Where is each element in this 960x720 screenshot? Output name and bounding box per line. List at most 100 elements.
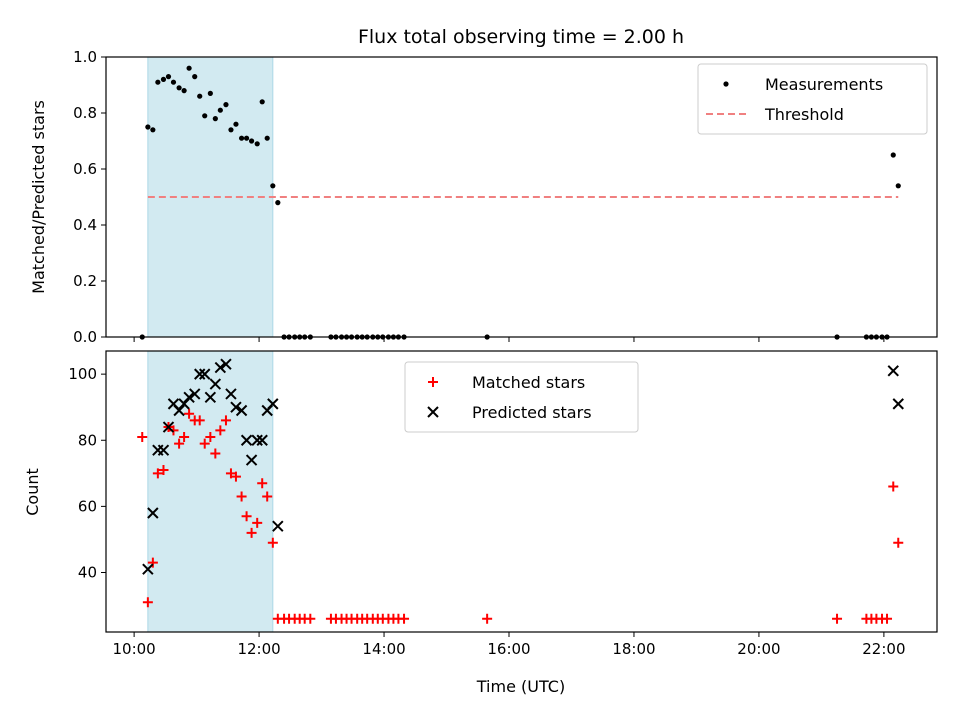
data-point	[238, 135, 245, 141]
data-point	[150, 127, 156, 133]
data-point	[189, 388, 201, 400]
data-point	[248, 138, 255, 144]
data-point	[209, 378, 222, 390]
data-point	[240, 434, 253, 446]
data-point	[482, 613, 493, 624]
data-point	[184, 408, 195, 419]
shaded-interval	[147, 56, 274, 338]
data-point	[230, 471, 241, 482]
data-point	[882, 613, 893, 624]
data-point	[207, 90, 213, 96]
data-point	[305, 613, 316, 624]
data-point	[160, 76, 167, 82]
x-tick-label: 22:00	[862, 640, 905, 658]
legend-swatch	[723, 81, 729, 87]
data-point	[202, 113, 208, 119]
x-tick-label: 18:00	[612, 640, 655, 658]
data-point	[223, 102, 229, 108]
data-point	[259, 99, 265, 105]
data-point	[252, 517, 263, 528]
data-point	[270, 183, 276, 189]
data-point	[199, 438, 210, 449]
data-point	[192, 74, 198, 80]
data-point	[893, 537, 904, 548]
y-tick-label: 0.8	[73, 104, 97, 122]
x-axis-label: Time (UTC)	[476, 677, 565, 696]
data-point	[162, 421, 175, 433]
shaded-interval	[147, 350, 274, 633]
data-point	[892, 398, 904, 410]
data-point	[832, 613, 843, 624]
data-point	[147, 507, 159, 519]
series-matched-stars	[137, 408, 904, 624]
y-tick-label: 100	[68, 365, 97, 383]
x-tick-label: 20:00	[737, 640, 780, 658]
data-point	[215, 425, 226, 436]
y-tick-label: 40	[78, 563, 97, 581]
data-point	[197, 93, 203, 99]
chart-title: Flux total observing time = 2.00 h	[358, 26, 684, 48]
data-point	[194, 415, 205, 426]
data-point	[399, 613, 410, 624]
data-point	[220, 415, 231, 426]
data-point	[183, 391, 195, 403]
y-tick-label: 60	[78, 497, 97, 515]
data-point	[176, 85, 182, 91]
data-point	[890, 152, 896, 158]
legend-label: Measurements	[765, 75, 883, 94]
plot-frame	[105, 56, 938, 338]
y-tick-label: 0.2	[73, 272, 97, 290]
data-point	[887, 365, 899, 377]
data-point	[254, 141, 260, 147]
data-point	[217, 107, 223, 113]
data-point	[181, 88, 187, 94]
data-point	[194, 368, 206, 380]
data-point	[275, 200, 281, 206]
y-tick-label: 1.0	[73, 48, 97, 66]
x-tick-label: 10:00	[112, 640, 155, 658]
data-point	[158, 465, 169, 476]
count-panel: 10:00 12:00 14:00 16:00 18:00 20:00 22:00 40 60 8…	[68, 350, 938, 658]
legend: Measurements Threshold	[697, 63, 928, 135]
data-point	[228, 127, 234, 133]
data-point	[147, 557, 158, 568]
data-point	[225, 388, 237, 400]
data-point	[235, 404, 248, 417]
legend-label: Predicted stars	[472, 403, 592, 422]
ratio-y-axis-label: Matched/Predicted stars	[29, 100, 48, 294]
data-point	[179, 431, 190, 442]
data-point	[888, 481, 899, 492]
data-point	[230, 401, 242, 413]
data-point	[267, 398, 279, 410]
data-point	[233, 121, 239, 127]
data-point	[243, 135, 250, 141]
x-tick-label: 16:00	[487, 640, 530, 658]
data-point	[174, 438, 185, 449]
ratio-panel: 0.0 0.2 0.4 0.6 0.8 1.0 Measurements Threshold	[73, 48, 938, 346]
data-point	[142, 563, 154, 575]
y-tick-label: 80	[78, 431, 97, 449]
y-tick-label: 0.0	[73, 328, 97, 346]
data-point	[272, 520, 284, 532]
data-point	[178, 398, 190, 410]
data-point	[199, 368, 211, 380]
data-point	[155, 79, 161, 85]
legend-box	[697, 63, 928, 135]
legend-box	[404, 361, 639, 433]
plot-frame	[105, 350, 938, 633]
data-point	[236, 491, 247, 502]
x-tick-label: 14:00	[362, 640, 405, 658]
data-point	[205, 431, 216, 442]
series-measurements	[139, 65, 901, 340]
data-point	[895, 183, 901, 189]
data-point	[210, 448, 221, 459]
data-point	[212, 116, 218, 122]
data-point	[170, 79, 177, 85]
data-point	[256, 434, 268, 446]
legend-swatch	[428, 377, 438, 387]
data-point	[262, 491, 273, 502]
data-point	[257, 478, 268, 489]
data-point	[157, 444, 170, 456]
data-point	[186, 65, 192, 71]
legend: Matched stars Predicted stars	[404, 361, 639, 433]
